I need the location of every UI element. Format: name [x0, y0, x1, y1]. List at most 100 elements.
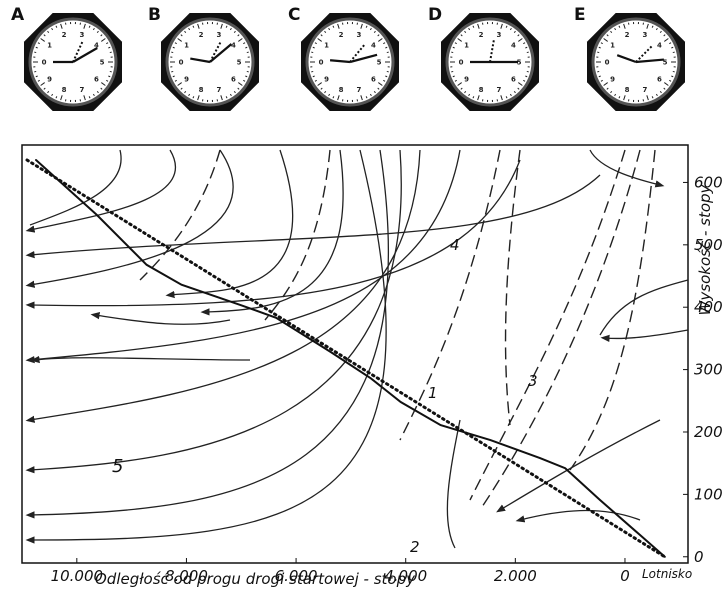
gauge-tick [237, 87, 240, 90]
gauge-tick [663, 87, 666, 90]
y-tick-label: 100 [694, 485, 723, 503]
gauge-digit: 7 [643, 86, 648, 94]
gauge-digit: 5 [377, 59, 382, 67]
gauge-tick [88, 96, 91, 99]
gauge-tick [664, 82, 669, 86]
gauge-tick [320, 87, 323, 90]
gauge-tick [324, 30, 327, 34]
gauge-digit: 1 [464, 41, 469, 49]
gauge-tick [96, 90, 99, 94]
gauge-digit: 9 [47, 76, 52, 84]
gauge-digit: 3 [217, 31, 222, 39]
annotation: 5 [112, 456, 123, 477]
y-tick-label: 200 [694, 423, 723, 441]
gauge-tick [92, 27, 95, 31]
gauge-digit: 5 [517, 59, 522, 67]
gauge-digit: 4 [231, 41, 236, 49]
gauge-tick [651, 25, 654, 28]
gauge-tick [233, 30, 236, 34]
gauge-tick [659, 90, 662, 94]
gauge-tick [369, 93, 372, 97]
gauge-digit: 9 [464, 76, 469, 84]
y-tick-label: 0 [694, 548, 704, 566]
gauge-tick [651, 96, 654, 99]
gauge-tick [360, 95, 363, 101]
gauge-tick [197, 95, 200, 101]
gauge-tick [509, 93, 512, 97]
y-tick-label: 600 [694, 173, 723, 191]
gauge-tick [610, 90, 613, 94]
gauge-hand [635, 44, 654, 63]
gauge-tick [610, 30, 613, 34]
gauge-digit: 8 [625, 86, 630, 94]
gauge-digit: 9 [610, 76, 615, 84]
y-tick-label: 300 [694, 361, 723, 379]
gauge-hand [209, 40, 223, 63]
gauge-tick [606, 87, 609, 90]
gauge-tick [47, 30, 50, 34]
annotation: 2 [410, 538, 420, 556]
gauge-tick [47, 90, 50, 94]
gauge-tick [314, 42, 317, 45]
gauge-digit: 2 [199, 31, 204, 39]
annotation: 3 [528, 372, 538, 390]
gauge-tick [100, 34, 103, 37]
gauge-tick [197, 23, 200, 29]
gauge-tick [312, 46, 315, 49]
gauge-tick [500, 23, 503, 29]
gauge-tick [243, 79, 246, 82]
annotation: Lotnisko [642, 567, 692, 581]
gauge-tick [655, 93, 658, 97]
gauge-digit: 0 [605, 59, 610, 67]
gauge-tick [237, 34, 240, 37]
gauge-digit: 2 [625, 31, 630, 39]
gauge-tick [606, 34, 609, 37]
gauge-digit: 9 [324, 76, 329, 84]
gauge-letter: E [574, 5, 586, 25]
gauge-tick [646, 23, 649, 29]
gauge-tick [646, 95, 649, 101]
gauge-tick [518, 82, 523, 86]
gauge-digit: 7 [357, 86, 362, 94]
gauge-tick [60, 95, 63, 101]
gauge-digit: 0 [42, 59, 47, 67]
x-tick-label: 0 [620, 567, 630, 585]
gauge-letter: C [288, 5, 300, 25]
gauge-tick [220, 95, 223, 101]
gauge-tick [225, 25, 228, 28]
x-tick-label: 4.000 [384, 567, 427, 585]
gauge-digit: 4 [511, 41, 516, 49]
gauge-digit: 1 [184, 41, 189, 49]
gauge-digit: 8 [199, 86, 204, 94]
gauge-tick [40, 82, 45, 86]
gauge-digit: 3 [497, 31, 502, 39]
gauge-tick [452, 75, 455, 78]
gauge-digit: 1 [324, 41, 329, 49]
gauge-tick [377, 34, 380, 37]
gauge-tick [378, 38, 383, 42]
gauge-tick [460, 87, 463, 90]
gauge-digit: 8 [479, 86, 484, 94]
gauge-letter: D [428, 5, 442, 25]
gauge-digit: 7 [497, 86, 502, 94]
gauges: 0 1 2 3 4 5 6 7 8 9 A 0 1 2 3 4 5 6 7 8 9 B 0 1 2 3 4 5 6 7 8 9 C 0 1 2 3 4 5 6… [11, 5, 685, 111]
gauge-tick [603, 82, 608, 86]
gauge-tick [468, 27, 471, 31]
gauge-tick [373, 30, 376, 34]
gauge-tick [383, 79, 386, 82]
gauge-hand [635, 58, 664, 64]
gauge-tick [598, 75, 601, 78]
gauge-tick [505, 96, 508, 99]
gauge-tick [614, 27, 617, 31]
annotation: 4 [450, 236, 460, 254]
gauge-digit: 3 [643, 31, 648, 39]
plot-frame [21, 144, 689, 564]
gauge-digit: 6 [231, 76, 236, 84]
gauge-tick [314, 79, 317, 82]
gauge-hand [349, 42, 367, 63]
gauge-hand [349, 53, 378, 64]
gauge-tick [320, 34, 323, 37]
gauge-tick [600, 42, 603, 45]
gauge-tick [365, 25, 368, 28]
